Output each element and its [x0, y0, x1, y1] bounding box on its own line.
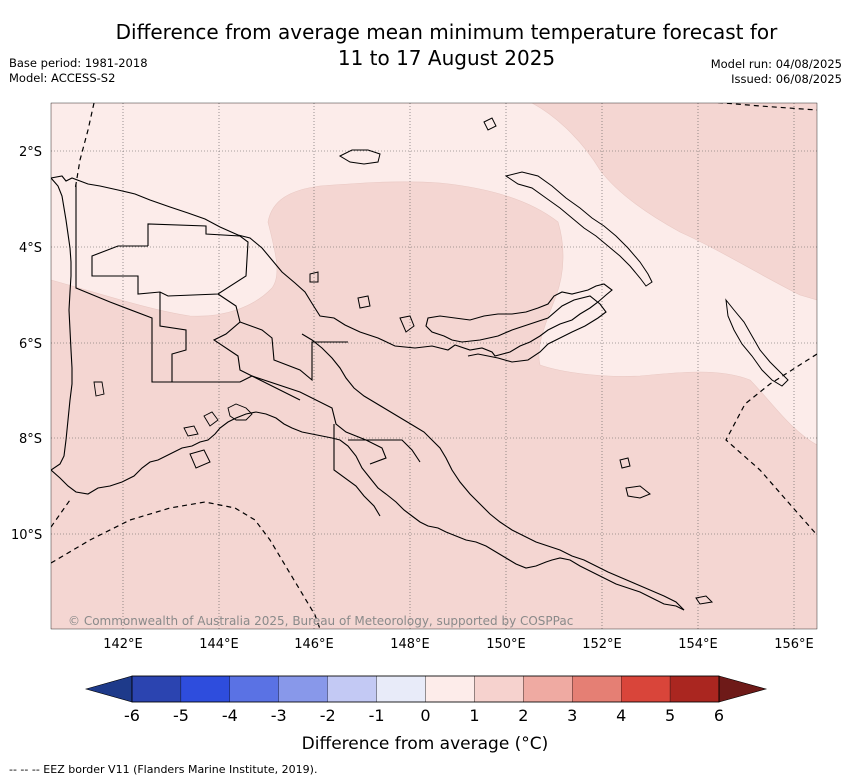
- karkar-island: [309, 271, 319, 283]
- manus-island: [338, 149, 381, 165]
- islands: [189, 117, 789, 605]
- colorbar-segment: [572, 675, 622, 703]
- lon-label: 150°E: [486, 637, 526, 652]
- map-title: Difference from average mean minimum tem…: [0, 19, 850, 71]
- fergusson-island: [625, 485, 651, 499]
- colorbar-tick-label: -3: [271, 706, 287, 725]
- base-period: Base period: 1981-2018: [9, 56, 148, 70]
- lat-label: 6°S: [19, 337, 42, 352]
- colorbar-tick-label: -4: [222, 706, 238, 725]
- lon-label: 156°E: [774, 637, 814, 652]
- lon-label: 146°E: [294, 637, 334, 652]
- lon-label: 144°E: [199, 637, 239, 652]
- colorbar-tick-label: 5: [665, 706, 675, 725]
- province-line-e: [348, 439, 421, 463]
- lat-label: 10°S: [11, 528, 42, 543]
- colorbar-segment: [229, 675, 279, 703]
- frederik-hendrik-island: [189, 449, 211, 469]
- new-ireland: [504, 171, 653, 287]
- issued-date: Issued: 06/08/2025: [731, 72, 842, 86]
- new-guinea-mainland: [51, 175, 613, 363]
- new-guinea-west-coast: [51, 177, 73, 471]
- colorbar-tick-label: 0: [420, 706, 430, 725]
- colorbar-segment: [425, 675, 475, 703]
- province-line-a: [159, 292, 187, 382]
- province-line-f: [251, 375, 301, 401]
- province-line-b: [212, 293, 253, 377]
- colorbar-segment: [131, 675, 182, 703]
- model-run: Model run: 04/08/2025: [710, 57, 842, 71]
- province-line-d: [333, 424, 381, 517]
- colorbar-tick-label: 6: [714, 706, 724, 725]
- colorbar-tick-label: -6: [124, 706, 140, 725]
- admin-borders: [75, 184, 421, 517]
- anomaly-field-light: [51, 103, 817, 446]
- colorbar-tick-label: -2: [320, 706, 336, 725]
- colorbar-tick-label: -1: [369, 706, 385, 725]
- lon-label: 154°E: [678, 637, 718, 652]
- colorbar-segment: [327, 675, 377, 703]
- colorbar-segment: [669, 675, 720, 703]
- bougainville: [725, 298, 789, 387]
- latitude-labels: 2°S 4°S 6°S 8°S 10°S: [11, 145, 42, 543]
- eez-legend-note: -- -- -- EEZ border V11 (Flanders Marine…: [9, 763, 318, 776]
- colorbar-segment: [180, 675, 230, 703]
- west-papua-border-north: [91, 223, 249, 297]
- base-info: Base period: 1981-2018 Model: ACCESS-S2: [9, 56, 148, 86]
- colorbar-frame: [131, 675, 720, 703]
- colorbar-tick-label: 1: [469, 706, 479, 725]
- colorbar-extend-low: [84, 675, 133, 703]
- run-info: Model run: 04/08/2025 Issued: 06/08/2025: [711, 57, 842, 87]
- lat-label: 4°S: [19, 241, 42, 256]
- trobriand-islands: [619, 457, 631, 469]
- map-frame: [50, 102, 818, 630]
- coastline: [51, 175, 685, 611]
- lon-label: 148°E: [390, 637, 430, 652]
- copyright-text: © Commonwealth of Australia 2025, Bureau…: [68, 614, 573, 628]
- colorbar-segment: [523, 675, 573, 703]
- longitude-labels: 142°E 144°E 146°E 148°E 150°E 152°E 154°…: [103, 637, 814, 652]
- colorbar: [84, 675, 768, 703]
- colorbar-tick-label: 4: [616, 706, 626, 725]
- long-island: [399, 315, 415, 333]
- title-line-1: Difference from average mean minimum tem…: [115, 20, 778, 44]
- colorbar-tick-label: -5: [173, 706, 189, 725]
- colorbar-tick-label: 2: [518, 706, 528, 725]
- colorbar-tick-label: 3: [567, 706, 577, 725]
- province-line-c: [239, 321, 348, 382]
- model-name: Model: ACCESS-S2: [9, 71, 116, 85]
- colorbar-extend-high: [718, 675, 768, 703]
- colorbar-segment: [621, 675, 671, 703]
- colorbar-segment: [376, 675, 426, 703]
- colorbar-title: Difference from average (°C): [302, 734, 549, 754]
- lat-label: 8°S: [19, 432, 42, 447]
- misima-island: [695, 595, 714, 605]
- png-border: [75, 184, 387, 465]
- map-area: [51, 103, 817, 629]
- papuan-peninsula-north: [301, 333, 685, 611]
- new-britain-west: [483, 117, 497, 131]
- colorbar-ticks: -6 -5 -4 -3 -2 -1 0 1 2 3 4 5 6: [124, 706, 724, 725]
- colorbar-segment: [474, 675, 524, 703]
- umboi-island: [357, 295, 371, 309]
- new-guinea-south-coast: [51, 411, 685, 611]
- eez-borders: [51, 103, 817, 629]
- lon-label: 152°E: [582, 637, 622, 652]
- colorbar-segment: [278, 675, 328, 703]
- lat-label: 2°S: [19, 145, 42, 160]
- fly-river-lakes: [93, 381, 253, 437]
- lon-label: 142°E: [103, 637, 143, 652]
- title-line-2: 11 to 17 August 2025: [337, 46, 556, 70]
